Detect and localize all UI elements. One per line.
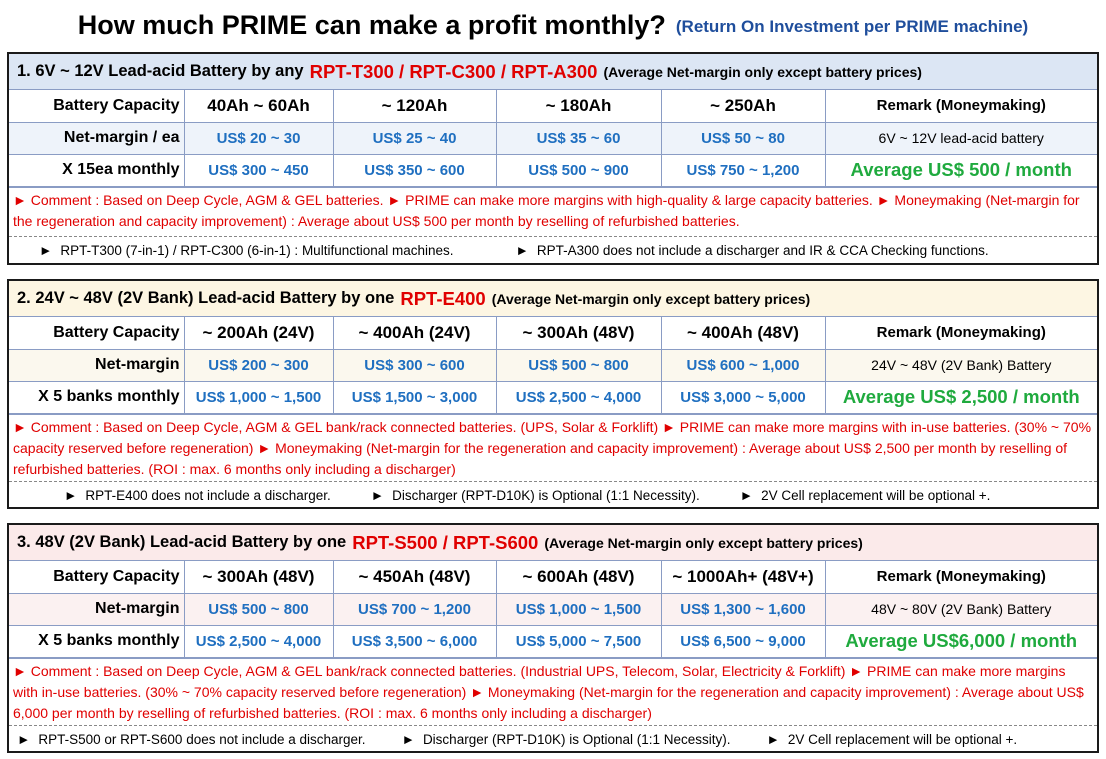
table-row: X 5 banks monthly US$ 1,000 ~ 1,500 US$ … [9,380,1097,414]
margin-cell: US$ 200 ~ 300 [183,348,334,382]
monthly-cell: US$ 5,000 ~ 7,500 [495,624,662,658]
row-label: X 15ea monthly [9,153,185,187]
remark-cell: 48V ~ 80V (2V Bank) Battery [824,592,1097,626]
section-1: 1. 6V ~ 12V Lead-acid Battery by any RPT… [7,52,1099,265]
row-label: X 5 banks monthly [9,380,185,414]
table-row: Net-margin US$ 200 ~ 300 US$ 300 ~ 600 U… [9,348,1097,382]
section-2: 2. 24V ~ 48V (2V Bank) Lead-acid Battery… [7,279,1099,509]
row-label: Battery Capacity [9,90,185,123]
monthly-cell: US$ 3,000 ~ 5,000 [660,380,826,414]
monthly-cell: US$ 500 ~ 900 [495,153,662,187]
monthly-cell: US$ 350 ~ 600 [332,153,497,187]
margin-cell: US$ 35 ~ 60 [495,121,662,155]
capacity-cell: ~ 400Ah (24V) [332,317,497,350]
capacity-cell: ~ 300Ah (48V) [183,561,334,594]
average-cell: Average US$6,000 / month [824,624,1097,658]
table-row: Net-margin / ea US$ 20 ~ 30 US$ 25 ~ 40 … [9,121,1097,155]
page-title: How much PRIME can make a profit monthly… [0,0,1106,50]
margin-cell: US$ 20 ~ 30 [183,121,334,155]
table-row: Battery Capacity ~ 300Ah (48V) ~ 450Ah (… [9,561,1097,594]
roi-table: Battery Capacity 40Ah ~ 60Ah ~ 120Ah ~ 1… [9,90,1097,187]
remark-header: Remark (Moneymaking) [824,317,1097,350]
margin-cell: US$ 500 ~ 800 [183,592,334,626]
heading-prefix: 1. 6V ~ 12V Lead-acid Battery by any [17,62,304,80]
section-heading: 1. 6V ~ 12V Lead-acid Battery by any RPT… [9,54,1097,90]
average-cell: Average US$ 2,500 / month [824,380,1097,414]
section-3: 3. 48V (2V Bank) Lead-acid Battery by on… [7,523,1099,753]
section-heading: 3. 48V (2V Bank) Lead-acid Battery by on… [9,525,1097,561]
capacity-cell: ~ 600Ah (48V) [495,561,662,594]
heading-models: RPT-E400 [400,287,486,309]
footer-note: ► Discharger (RPT-D10K) is Optional (1:1 … [401,732,731,747]
row-label: Net-margin / ea [9,121,185,155]
remark-header: Remark (Moneymaking) [824,561,1097,594]
capacity-cell: ~ 300Ah (48V) [495,317,662,350]
footer-note: ► RPT-S500 or RPT-S600 does not include a… [17,732,366,747]
margin-cell: US$ 50 ~ 80 [660,121,826,155]
footer-notes: ► RPT-T300 (7-in-1) / RPT-C300 (6-in-1) :… [9,235,1097,265]
footer-note: ► RPT-E400 does not include a discharger. [64,488,331,503]
section-heading: 2. 24V ~ 48V (2V Bank) Lead-acid Battery… [9,281,1097,317]
table-row: Net-margin US$ 500 ~ 800 US$ 700 ~ 1,200… [9,592,1097,626]
row-label: Net-margin [9,592,185,626]
roi-table: Battery Capacity ~ 300Ah (48V) ~ 450Ah (… [9,561,1097,658]
table-row: Battery Capacity 40Ah ~ 60Ah ~ 120Ah ~ 1… [9,90,1097,123]
remark-header: Remark (Moneymaking) [824,90,1097,123]
heading-models: RPT-S500 / RPT-S600 [352,531,539,553]
capacity-cell: ~ 1000Ah+ (48V+) [660,561,826,594]
heading-models: RPT-T300 / RPT-C300 / RPT-A300 [309,60,598,82]
table-row: X 15ea monthly US$ 300 ~ 450 US$ 350 ~ 6… [9,153,1097,187]
capacity-cell: ~ 200Ah (24V) [183,317,334,350]
monthly-cell: US$ 2,500 ~ 4,000 [495,380,662,414]
margin-cell: US$ 25 ~ 40 [332,121,497,155]
footer-note: ► RPT-A300 does not include a discharger … [515,243,989,258]
footer-note: ► 2V Cell replacement will be optional +. [739,488,991,503]
heading-note: (Average Net-margin only except battery … [491,290,811,307]
remark-cell: 6V ~ 12V lead-acid battery [824,121,1097,155]
table-row: X 5 banks monthly US$ 2,500 ~ 4,000 US$ … [9,624,1097,658]
comment-text: ► Comment : Based on Deep Cycle, AGM & G… [9,413,1097,481]
capacity-cell: ~ 400Ah (48V) [660,317,826,350]
heading-prefix: 2. 24V ~ 48V (2V Bank) Lead-acid Battery… [17,289,395,307]
roi-table: Battery Capacity ~ 200Ah (24V) ~ 400Ah (… [9,317,1097,414]
row-label: Battery Capacity [9,561,185,594]
margin-cell: US$ 500 ~ 800 [495,348,662,382]
comment-text: ► Comment : Based on Deep Cycle, AGM & G… [9,657,1097,725]
table-row: Battery Capacity ~ 200Ah (24V) ~ 400Ah (… [9,317,1097,350]
monthly-cell: US$ 1,000 ~ 1,500 [183,380,334,414]
row-label: Battery Capacity [9,317,185,350]
footer-note: ► Discharger (RPT-D10K) is Optional (1:1 … [370,488,700,503]
monthly-cell: US$ 300 ~ 450 [183,153,334,187]
footer-note: ► RPT-T300 (7-in-1) / RPT-C300 (6-in-1) :… [39,243,454,258]
monthly-cell: US$ 750 ~ 1,200 [660,153,826,187]
title-sub: (Return On Investment per PRIME machine) [675,17,1029,36]
capacity-cell: ~ 180Ah [495,90,662,123]
margin-cell: US$ 1,000 ~ 1,500 [495,592,662,626]
capacity-cell: ~ 450Ah (48V) [332,561,497,594]
margin-cell: US$ 700 ~ 1,200 [332,592,497,626]
monthly-cell: US$ 6,500 ~ 9,000 [660,624,826,658]
footer-notes: ► RPT-E400 does not include a discharger.… [9,480,1097,510]
monthly-cell: US$ 3,500 ~ 6,000 [332,624,497,658]
capacity-cell: ~ 120Ah [332,90,497,123]
margin-cell: US$ 300 ~ 600 [332,348,497,382]
margin-cell: US$ 1,300 ~ 1,600 [660,592,826,626]
monthly-cell: US$ 1,500 ~ 3,000 [332,380,497,414]
capacity-cell: 40Ah ~ 60Ah [183,90,334,123]
footer-note: ► 2V Cell replacement will be optional +. [766,732,1018,747]
capacity-cell: ~ 250Ah [660,90,826,123]
comment-text: ► Comment : Based on Deep Cycle, AGM & G… [9,186,1097,236]
remark-cell: 24V ~ 48V (2V Bank) Battery [824,348,1097,382]
average-cell: Average US$ 500 / month [824,153,1097,187]
footer-notes: ► RPT-S500 or RPT-S600 does not include a… [9,724,1097,754]
row-label: X 5 banks monthly [9,624,185,658]
title-main: How much PRIME can make a profit monthly… [77,9,666,40]
heading-prefix: 3. 48V (2V Bank) Lead-acid Battery by on… [17,533,347,551]
heading-note: (Average Net-margin only except battery … [544,534,863,551]
monthly-cell: US$ 2,500 ~ 4,000 [183,624,334,658]
margin-cell: US$ 600 ~ 1,000 [660,348,826,382]
heading-note: (Average Net-margin only except battery … [603,63,922,80]
row-label: Net-margin [9,348,185,382]
